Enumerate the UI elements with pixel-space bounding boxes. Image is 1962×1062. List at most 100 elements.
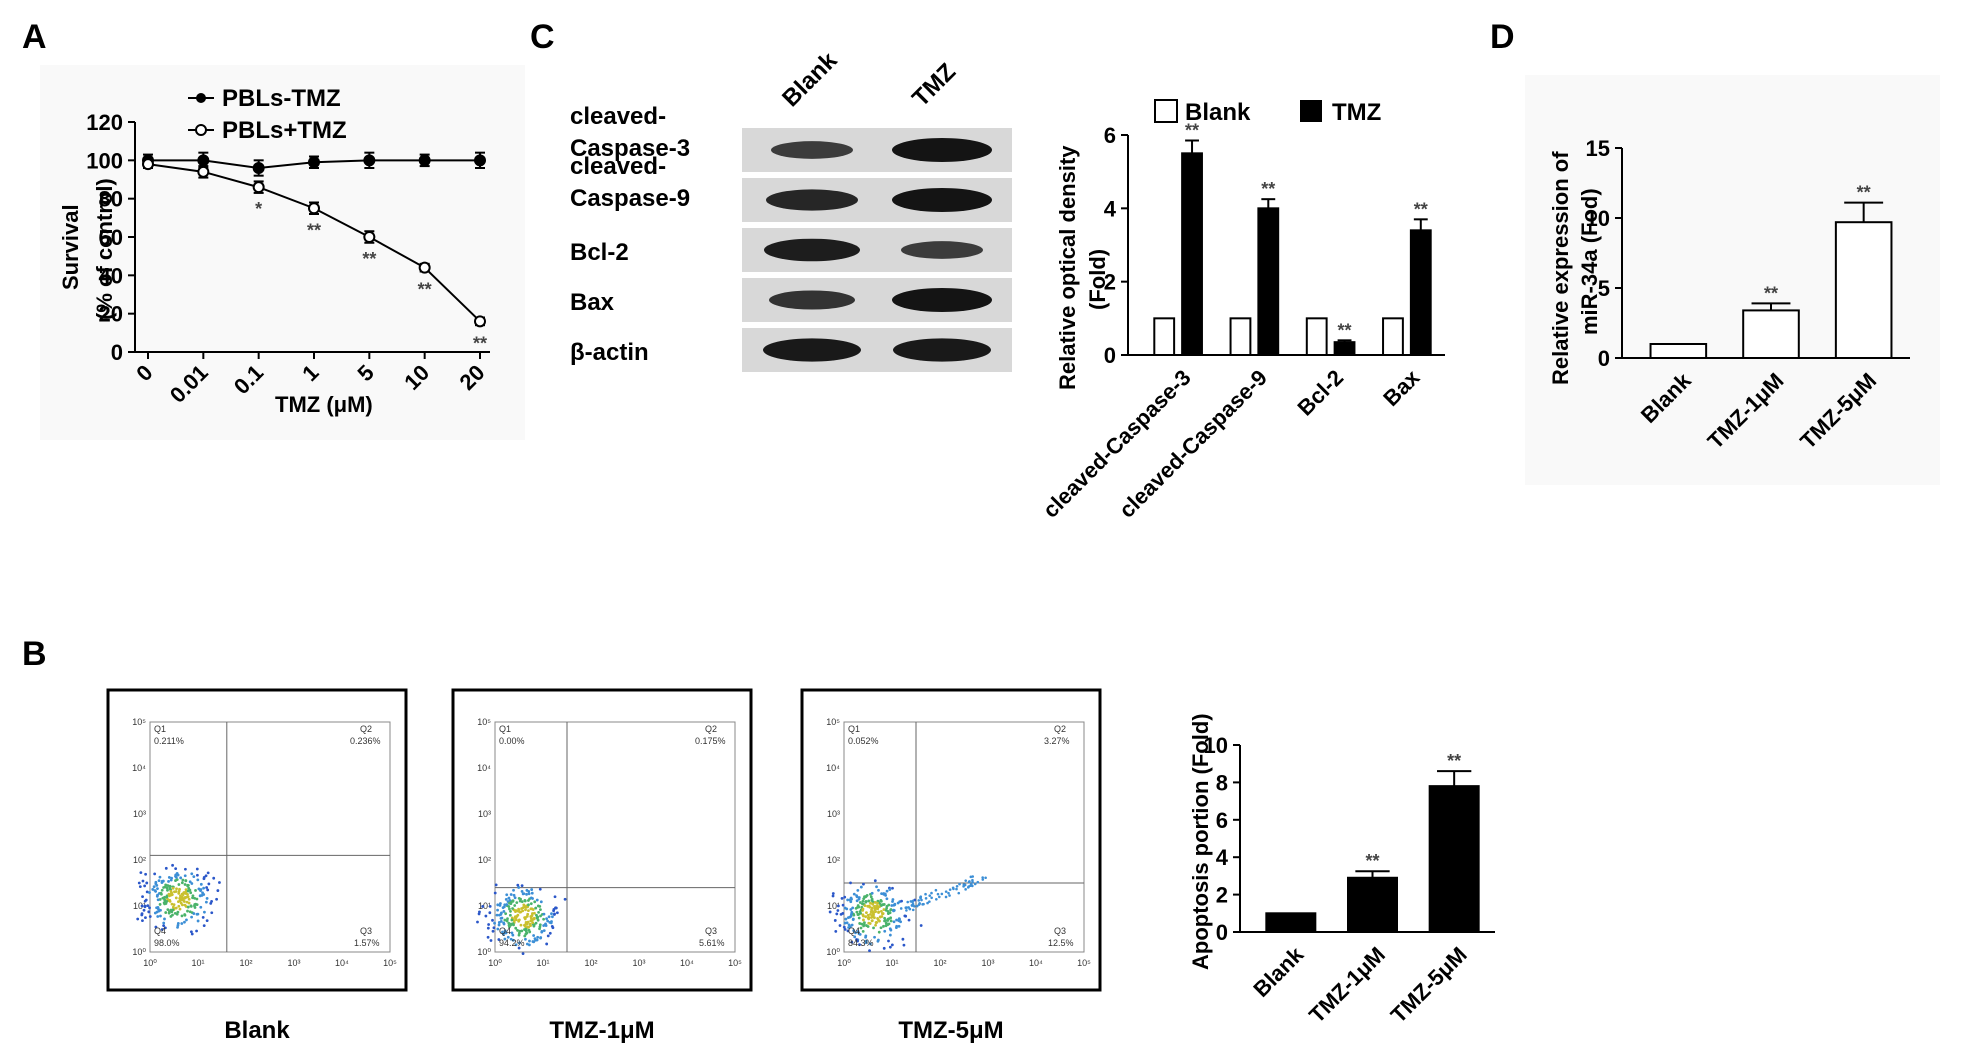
flow-event [195, 929, 198, 933]
flow-event [162, 901, 166, 905]
blot-band [892, 138, 992, 162]
b-marks: ** ** [1265, 751, 1480, 934]
flow-event [144, 916, 147, 920]
flow-event [524, 932, 528, 936]
flow-event [535, 938, 539, 942]
blot-lane-label: TMZ [907, 58, 961, 112]
flow-q4-label: Q4 [499, 926, 511, 936]
flow-q3-label: Q3 [1054, 926, 1066, 936]
flow-event [906, 900, 910, 904]
flow-event [519, 923, 523, 927]
flow-plot-caption: TMZ-1μM [549, 1017, 654, 1044]
flow-event [520, 884, 524, 888]
flow-plot-area [843, 721, 1085, 953]
flow-event [912, 905, 916, 908]
panel-a-survival-chart: Survival (% of control) 0204060801001200… [40, 65, 525, 440]
flow-y-tick-label: 10⁵ [477, 717, 491, 727]
flow-event [545, 942, 549, 946]
flow-event [178, 897, 182, 900]
d-bar [1742, 309, 1800, 359]
flow-event [523, 898, 527, 902]
flow-event [166, 884, 170, 887]
flow-event [527, 903, 530, 907]
flow-event [181, 878, 185, 882]
flow-event [877, 905, 881, 909]
flow-event [849, 896, 853, 900]
flow-event [864, 900, 868, 904]
a-point-2 [308, 202, 320, 215]
flow-event [844, 917, 848, 921]
flow-event [190, 872, 194, 876]
flow-event [889, 928, 893, 932]
flow-event [966, 886, 970, 889]
flow-event [517, 946, 521, 950]
flow-event [897, 919, 901, 923]
a-marks: ********* [142, 151, 487, 353]
flow-event [525, 888, 529, 892]
flow-event [903, 914, 907, 918]
flow-event [201, 915, 205, 919]
c-y-tick-label: 6 [1104, 123, 1116, 148]
flow-event [563, 897, 567, 901]
flow-event [141, 919, 144, 923]
flow-x-tick-label: 10⁴ [335, 958, 349, 968]
flow-event [507, 896, 511, 900]
flow-event [179, 894, 182, 898]
c-legend-label-tmz: TMZ [1332, 99, 1381, 126]
c-bar [1229, 317, 1252, 357]
flow-plot-frame [451, 688, 753, 992]
flow-event [538, 927, 541, 931]
flow-event [487, 923, 491, 926]
flow-event [210, 911, 214, 915]
flow-event [935, 898, 938, 901]
flow-event [533, 937, 537, 941]
flow-event [153, 889, 157, 892]
flow-event [199, 888, 203, 891]
flow-event [891, 886, 894, 890]
flow-event [544, 922, 547, 926]
flow-event [853, 935, 857, 939]
flow-event [166, 888, 169, 892]
flow-event [527, 909, 530, 913]
flow-event [182, 900, 186, 903]
d-y-tick-label: 15 [1586, 136, 1610, 161]
flow-event [180, 922, 184, 925]
c-y-tick-label: 0 [1104, 343, 1116, 368]
flow-event [174, 896, 178, 900]
flow-event [517, 918, 521, 922]
panel-d-mir34a-chart: Relative expression of miR-34a (Fod) 0 5 1… [1525, 75, 1940, 485]
flow-event [879, 926, 883, 930]
flow-event [542, 924, 546, 927]
flow-event [159, 914, 162, 918]
flow-event [527, 925, 531, 929]
flow-event [907, 918, 911, 922]
flow-event [890, 904, 894, 907]
flow-event [884, 908, 888, 912]
flow-event [838, 924, 842, 927]
flow-event [899, 907, 903, 910]
flow-event [856, 913, 860, 917]
flow-event [177, 883, 181, 886]
flow-event [514, 916, 518, 920]
flow-event [864, 915, 868, 919]
flow-event [542, 929, 546, 933]
flow-event [971, 875, 975, 878]
b-y-tick-label: 0 [1216, 920, 1228, 945]
flow-event [175, 871, 179, 875]
flow-event [842, 925, 846, 929]
flow-x-tick-label: 10² [933, 958, 946, 968]
flow-event [179, 876, 183, 880]
flow-event [506, 935, 510, 939]
panel-label-b: B [22, 635, 47, 673]
flow-event [546, 919, 550, 923]
flow-event [889, 919, 893, 923]
flow-event [189, 904, 193, 908]
flow-event [520, 890, 524, 893]
flow-event [553, 913, 556, 916]
flow-q3-value: 5.61% [699, 938, 725, 948]
flow-event [870, 919, 874, 923]
flow-event [883, 919, 886, 923]
a-point-2 [418, 261, 431, 274]
flow-event [188, 910, 192, 914]
